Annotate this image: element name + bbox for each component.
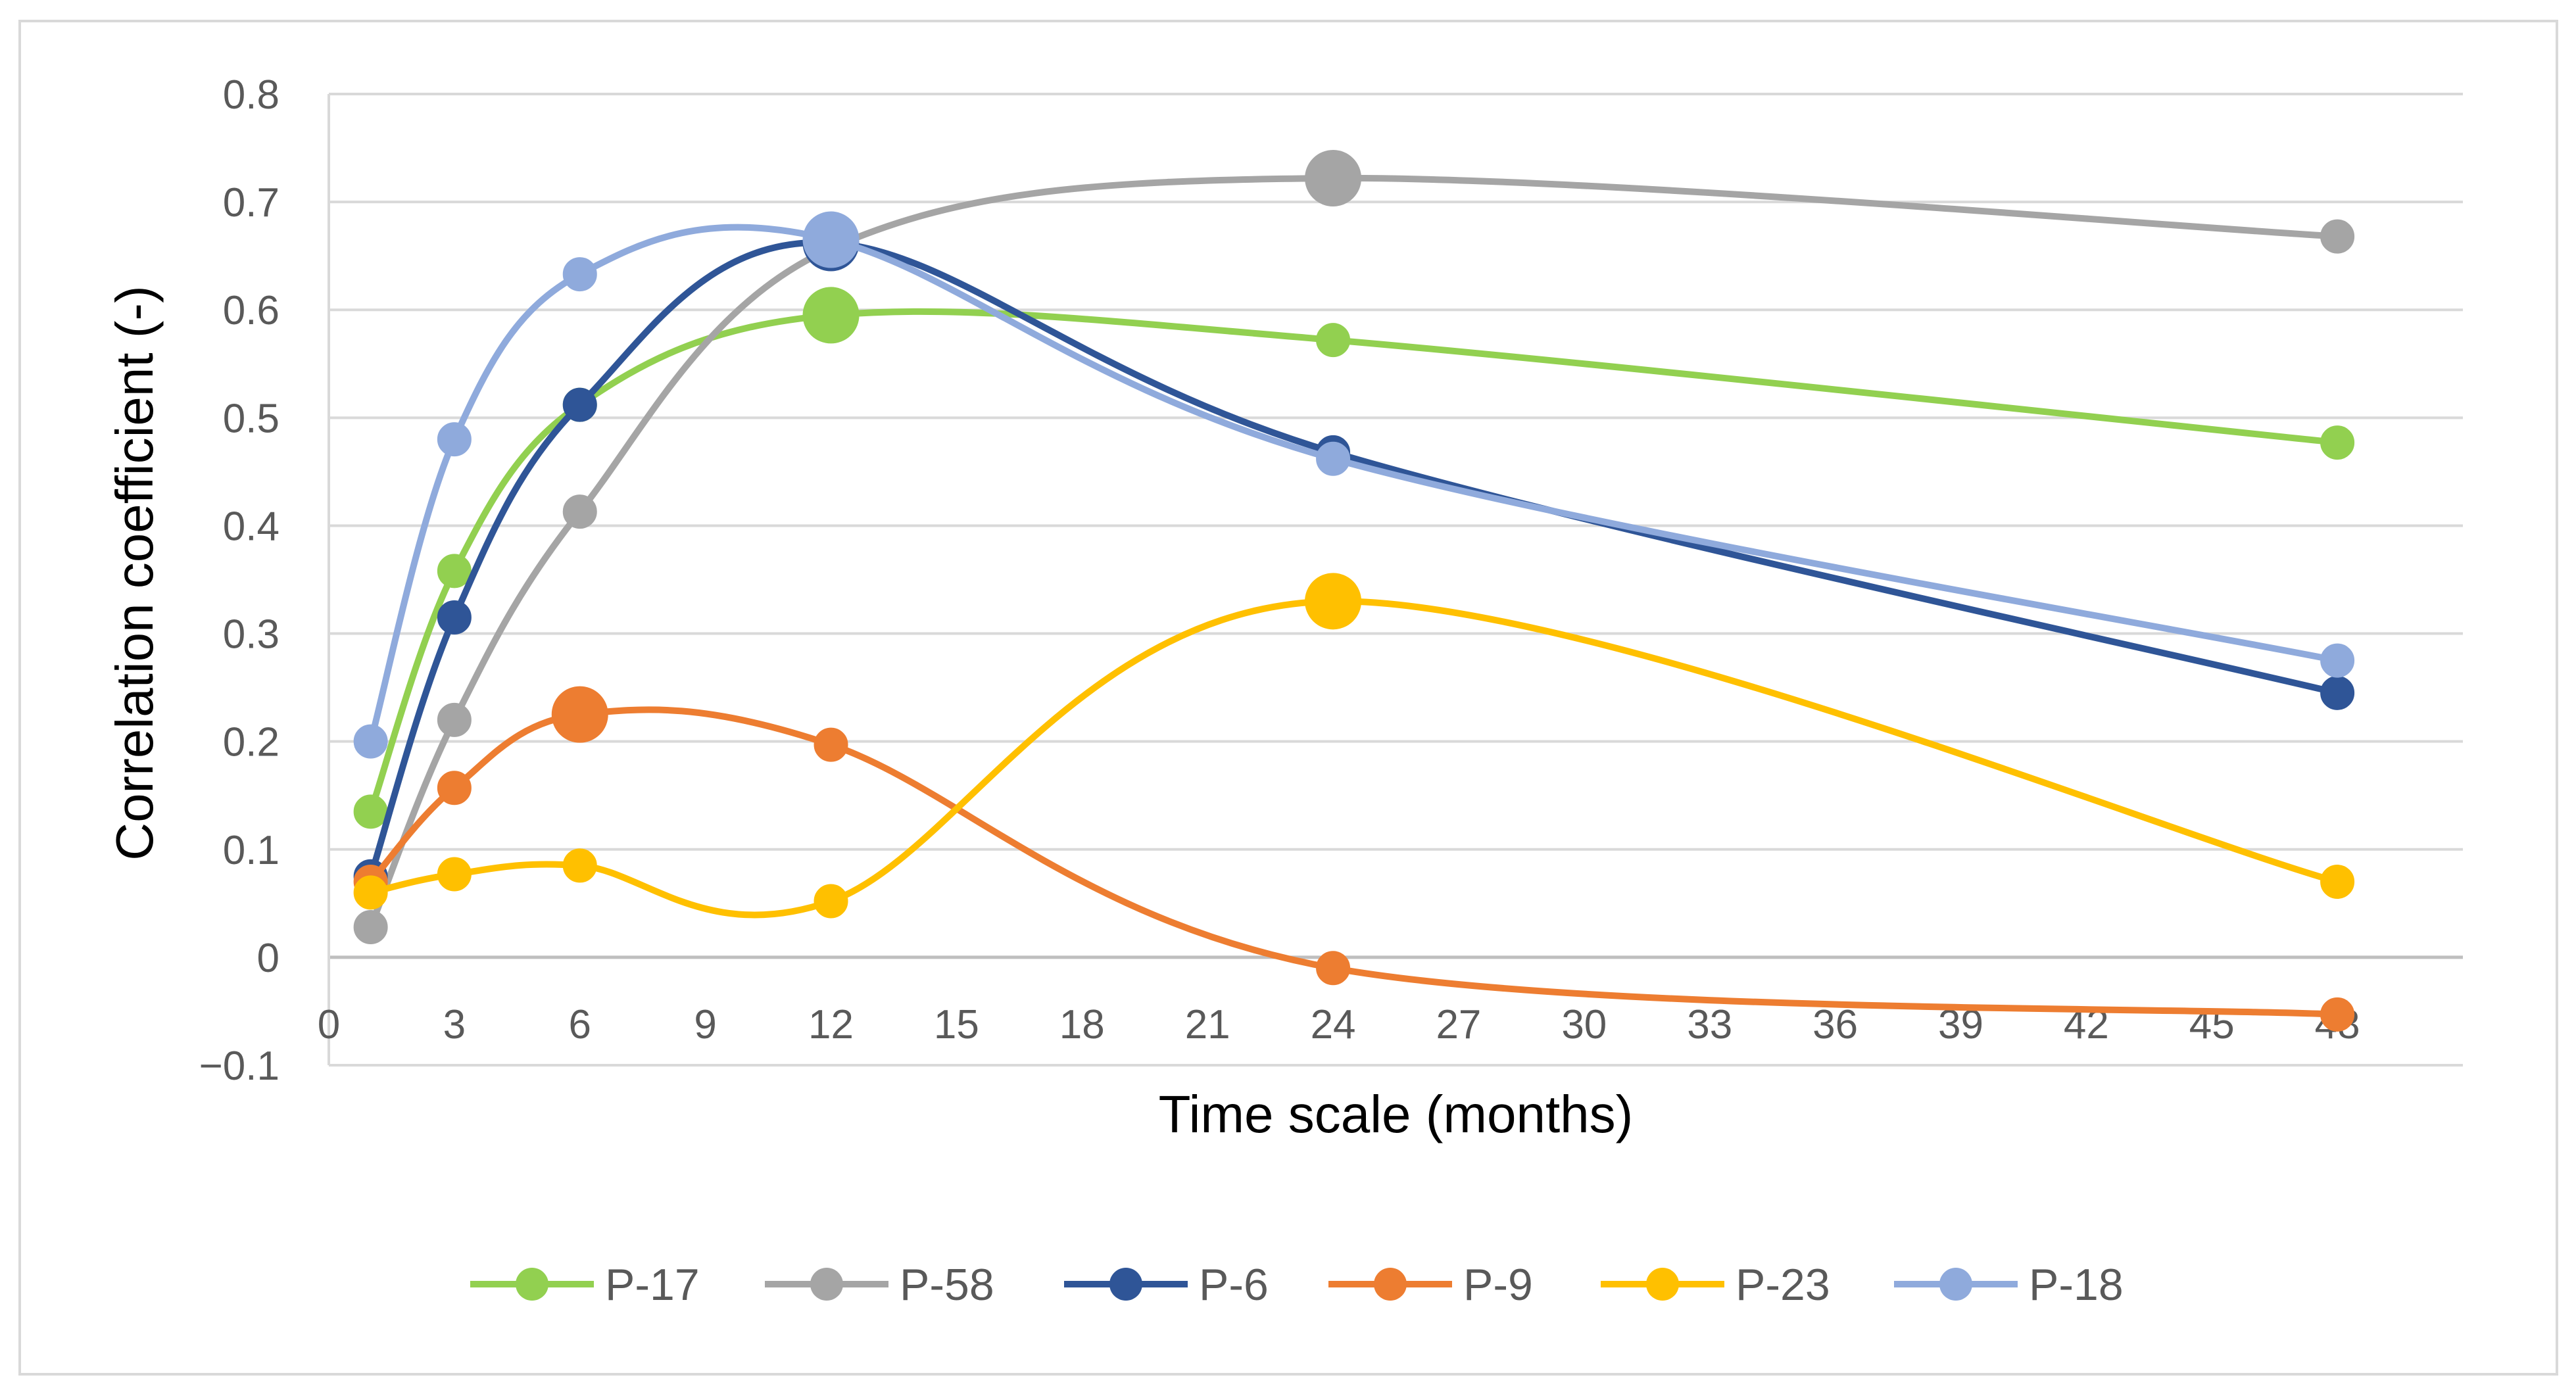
data-point-p-58 (2320, 219, 2355, 254)
series-line-p-17 (367, 308, 2341, 815)
x-tick-label: 6 (569, 1002, 591, 1047)
legend-entry-p-18: P-18 (1894, 1260, 2124, 1310)
data-point-p-23 (1305, 573, 1362, 630)
data-point-p-18 (562, 257, 597, 292)
x-tick-label: 24 (1311, 1002, 1356, 1047)
series-group (353, 150, 2355, 1032)
legend-entry-p-6: P-6 (1064, 1260, 1269, 1310)
data-point-p-58 (353, 909, 388, 944)
x-tick-label: 21 (1185, 1002, 1230, 1047)
data-point-p-23 (814, 884, 848, 919)
series-p-58 (353, 150, 2355, 944)
data-point-p-6 (437, 600, 472, 635)
series-p-17 (353, 287, 2355, 829)
data-point-p-58 (437, 702, 472, 737)
legend-marker-p-6 (1109, 1268, 1142, 1301)
data-point-p-6 (562, 387, 597, 422)
data-point-p-18 (437, 422, 472, 457)
x-tick-label: 36 (1812, 1002, 1858, 1047)
y-tick-label: 0.2 (223, 720, 279, 765)
data-point-p-18 (1316, 441, 1351, 476)
series-line-p-18 (367, 224, 2341, 745)
series-p-23 (353, 573, 2355, 919)
x-tick-label: 15 (934, 1002, 979, 1047)
x-tick-label: 18 (1059, 1002, 1105, 1047)
x-tick-label: 3 (443, 1002, 466, 1047)
y-tick-label: −0.1 (199, 1044, 279, 1089)
axes (328, 94, 2463, 1065)
data-point-p-9 (437, 771, 472, 805)
data-point-p-23 (437, 857, 472, 892)
x-tick-labels: 036912151821242730333639424548 (318, 1002, 2360, 1047)
data-point-p-17 (2320, 425, 2355, 460)
y-tick-label: 0 (257, 936, 279, 981)
legend-entry-p-58: P-58 (765, 1260, 994, 1310)
legend-entry-p-23: P-23 (1601, 1260, 1830, 1310)
y-tick-label: 0.1 (223, 828, 279, 873)
data-point-p-23 (562, 848, 597, 883)
y-tick-label: 0.6 (223, 288, 279, 333)
data-point-p-58 (1305, 150, 1362, 207)
y-tick-labels: −0.1 0 0.1 0.2 0.3 0.4 0.5 0.6 0.7 0.8 (199, 72, 279, 1089)
y-tick-label: 0.7 (223, 180, 279, 226)
data-point-p-23 (2320, 865, 2355, 900)
data-point-p-18 (353, 724, 388, 759)
chart-frame (18, 20, 2558, 1376)
y-tick-label: 0.8 (223, 72, 279, 118)
series-line-p-58 (367, 174, 2341, 930)
data-point-p-17 (437, 554, 472, 588)
series-p-6 (353, 214, 2355, 894)
legend-marker-p-9 (1374, 1268, 1407, 1301)
legend-entry-p-9: P-9 (1328, 1260, 1533, 1310)
data-point-p-9 (2320, 997, 2355, 1032)
legend-marker-p-17 (516, 1268, 548, 1301)
legend-marker-p-58 (810, 1268, 843, 1301)
data-point-p-18 (2320, 643, 2355, 678)
y-axis-title: Correlation coefficient (-) (105, 285, 164, 860)
x-tick-label: 27 (1436, 1002, 1481, 1047)
x-tick-label: 0 (318, 1002, 340, 1047)
legend-marker-p-18 (1939, 1268, 1972, 1301)
legend-label-p-58: P-58 (900, 1260, 994, 1310)
data-point-p-17 (1316, 323, 1351, 358)
x-tick-label: 9 (694, 1002, 716, 1047)
data-point-p-9 (551, 686, 608, 743)
x-axis-title: Time scale (months) (1159, 1085, 1634, 1143)
legend-label-p-9: P-9 (1463, 1260, 1533, 1310)
y-tick-label: 0.3 (223, 612, 279, 658)
series-p-9 (353, 686, 2355, 1032)
legend-marker-p-23 (1646, 1268, 1679, 1301)
data-point-p-17 (353, 794, 388, 829)
series-line-p-9 (367, 706, 2341, 1018)
data-point-p-6 (2320, 675, 2355, 710)
legend-label-p-23: P-23 (1736, 1260, 1830, 1310)
series-p-18 (353, 211, 2355, 759)
data-point-p-23 (353, 875, 388, 910)
legend-label-p-6: P-6 (1199, 1260, 1269, 1310)
x-tick-label: 33 (1687, 1002, 1732, 1047)
y-tick-label: 0.5 (223, 396, 279, 441)
legend-label-p-18: P-18 (2029, 1260, 2124, 1310)
x-tick-label: 12 (808, 1002, 854, 1047)
legend-label-p-17: P-17 (605, 1260, 700, 1310)
legend: P-17 P-58 P-6 P-9 P-23 P-18 (470, 1260, 2124, 1310)
y-tick-label: 0.4 (223, 504, 279, 549)
data-point-p-9 (814, 727, 848, 762)
data-point-p-58 (562, 494, 597, 529)
x-tick-label: 30 (1561, 1002, 1607, 1047)
data-point-p-17 (802, 287, 860, 344)
data-point-p-18 (802, 211, 860, 268)
legend-entry-p-17: P-17 (470, 1260, 700, 1310)
series-line-p-23 (367, 598, 2341, 919)
data-point-p-9 (1316, 951, 1351, 986)
